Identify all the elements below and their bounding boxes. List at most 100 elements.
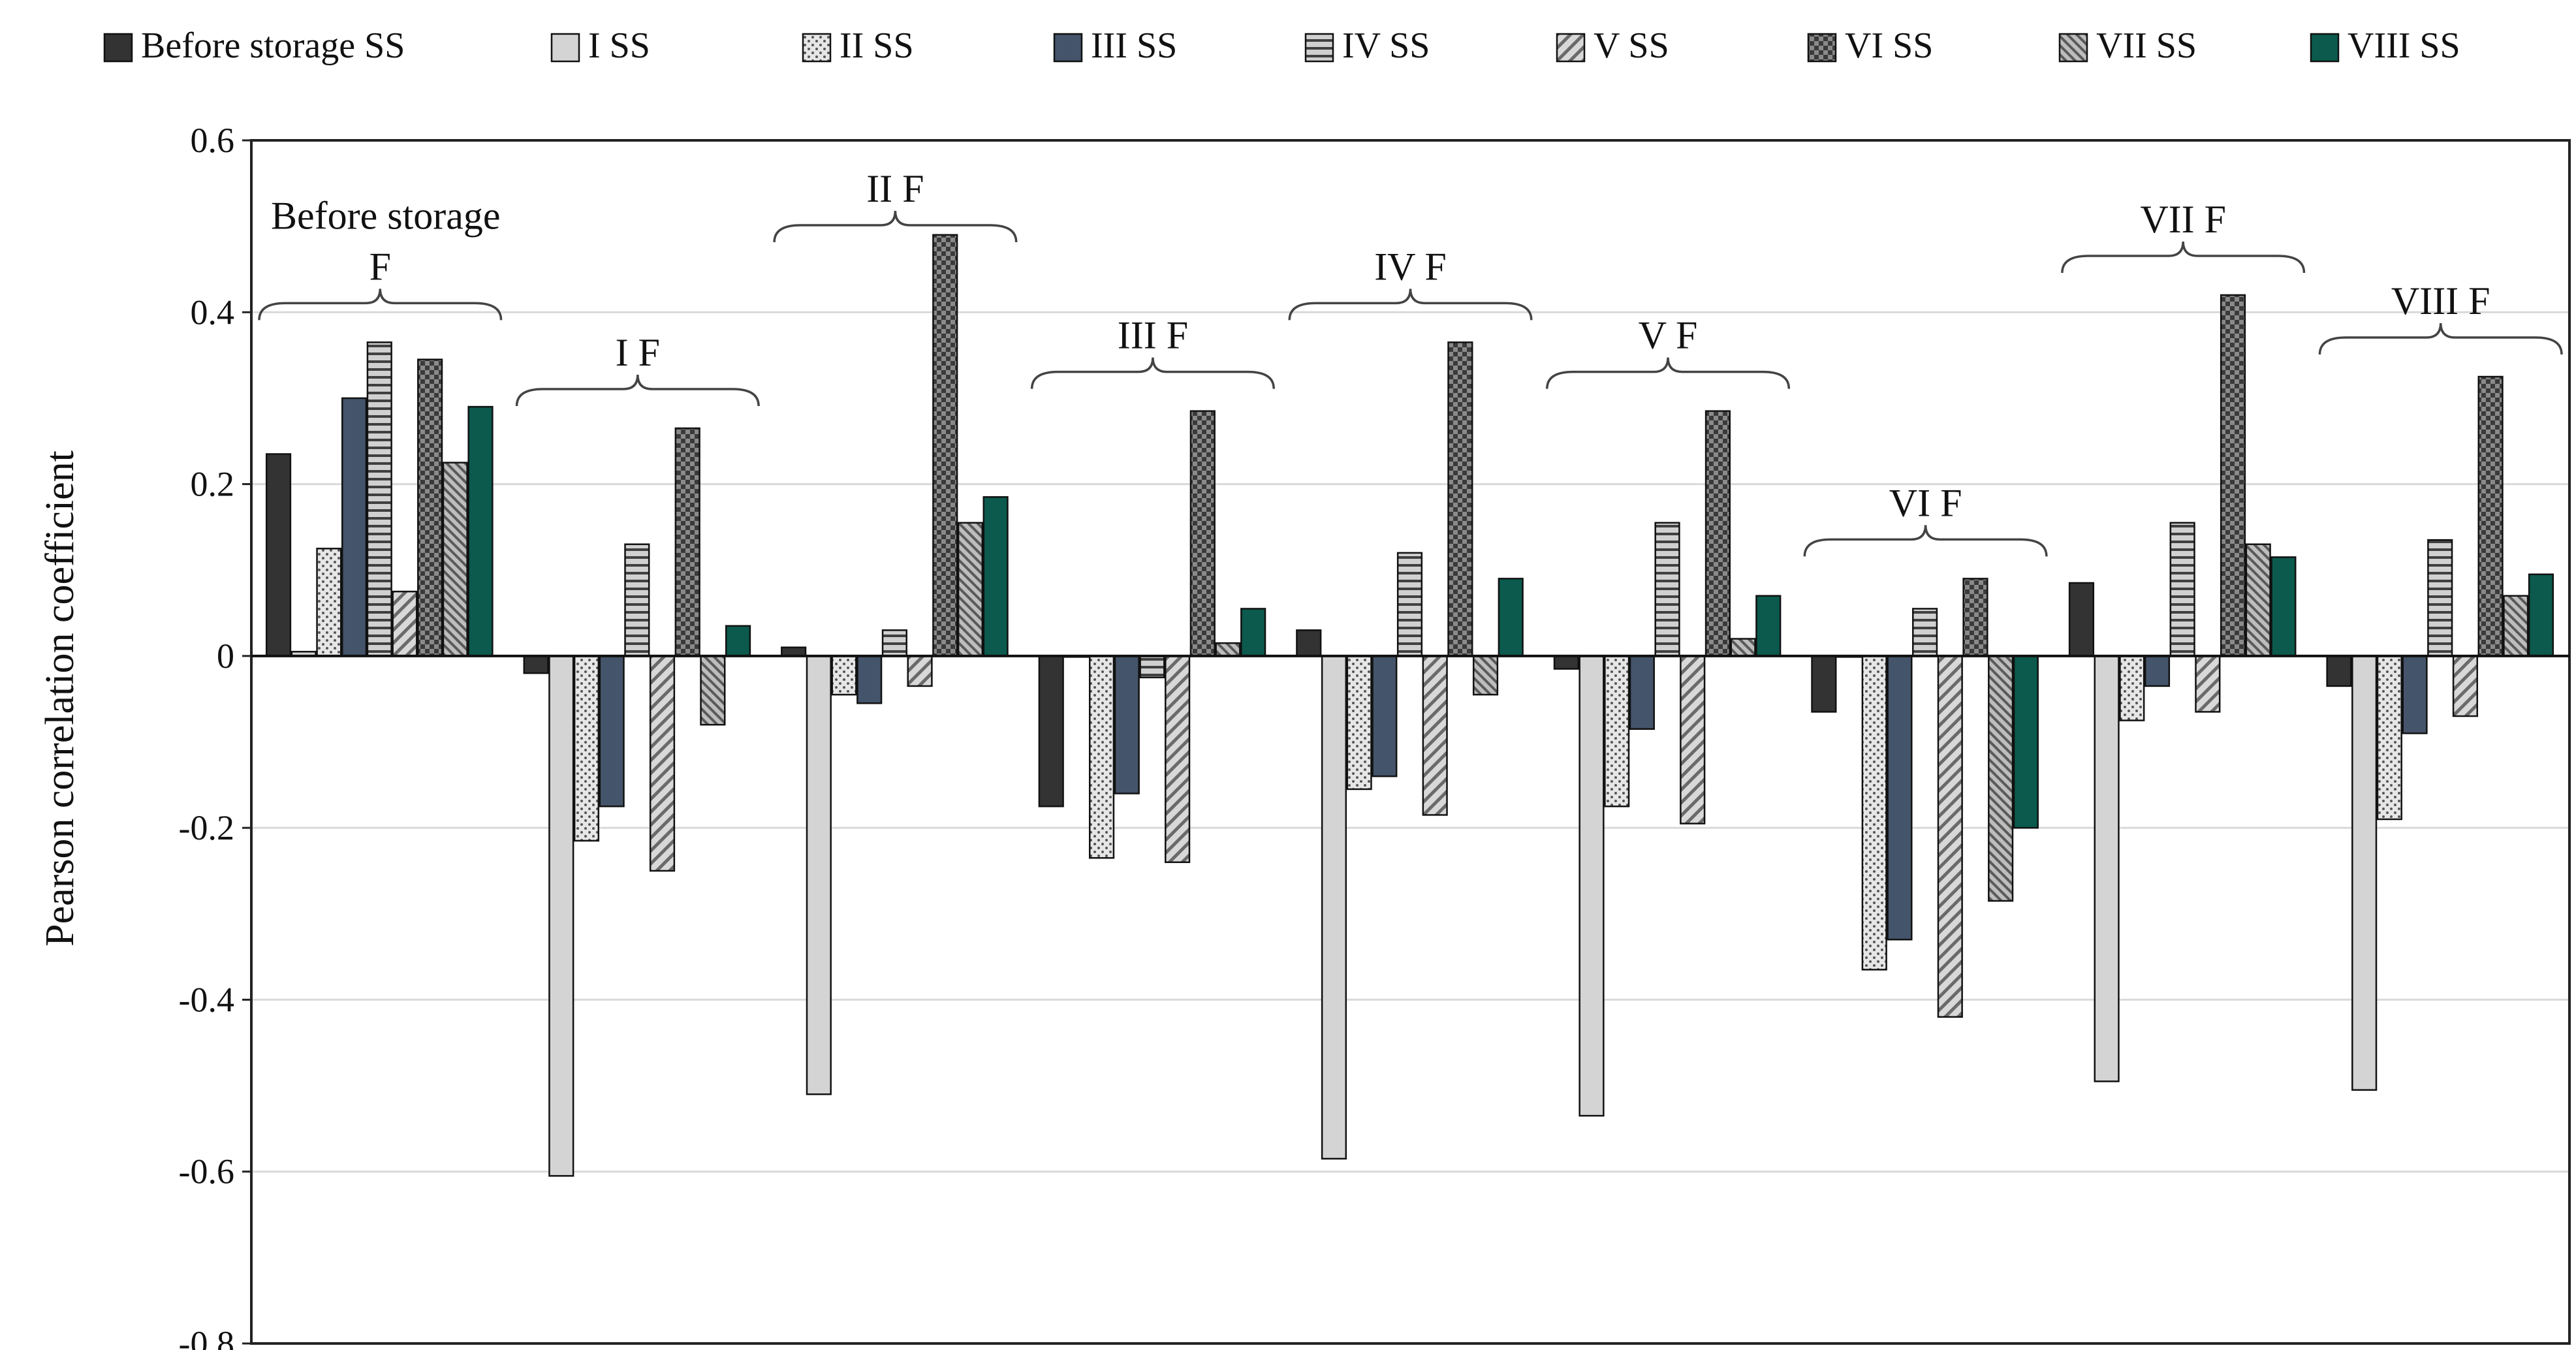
bar — [2427, 539, 2453, 657]
bar — [1579, 655, 1605, 1117]
bar — [1680, 655, 1706, 824]
bar — [1447, 341, 1473, 657]
plot-area — [250, 139, 2571, 1345]
y-tick-label: 0 — [217, 636, 234, 676]
bar — [831, 655, 857, 696]
bar — [341, 397, 368, 657]
legend-label: VII SS — [2096, 25, 2197, 66]
bar — [907, 655, 933, 687]
bar — [573, 655, 600, 842]
bar — [1472, 655, 1499, 696]
bar — [1215, 642, 1241, 657]
group-label: VI F — [1889, 481, 1962, 524]
bar — [1937, 655, 1963, 1018]
bar — [1321, 655, 1347, 1160]
bar — [1704, 410, 1731, 657]
bar — [2220, 294, 2246, 657]
bar — [1629, 655, 1655, 730]
y-tick-label: 0.2 — [191, 465, 235, 504]
bar — [2119, 655, 2145, 721]
bar — [417, 358, 443, 657]
group-label: F — [369, 245, 391, 288]
bar — [1553, 655, 1579, 670]
bar — [1114, 655, 1140, 794]
bar — [1988, 655, 2014, 902]
y-tick-label: 0.6 — [191, 121, 235, 160]
y-tick-label: -0.6 — [179, 1152, 234, 1191]
group-bracket — [1030, 357, 1275, 389]
group-label: V F — [1639, 314, 1698, 357]
legend-swatch — [1807, 33, 1837, 63]
bar — [1811, 655, 1837, 713]
bar — [2245, 543, 2271, 657]
group-bracket — [1546, 357, 1791, 389]
bar — [2528, 573, 2554, 657]
group-label: IV F — [1374, 245, 1447, 288]
bar — [957, 522, 984, 657]
bar — [316, 548, 342, 657]
bar — [1296, 629, 1322, 657]
bar — [1396, 552, 1423, 657]
bar — [548, 655, 574, 1177]
bar — [366, 341, 392, 657]
bar — [806, 655, 832, 1095]
group-label: Before storage — [271, 194, 501, 237]
legend-label: V SS — [1594, 25, 1669, 66]
bar — [1189, 410, 1216, 657]
bar — [1038, 655, 1064, 808]
bars — [265, 234, 2554, 1177]
legend-swatch — [1053, 33, 1083, 63]
bar — [856, 655, 883, 704]
bar — [2503, 595, 2529, 657]
y-tick-label: 0.4 — [191, 292, 235, 332]
legend-label: II SS — [840, 25, 914, 66]
group-bracket — [773, 210, 1018, 243]
legend-swatch — [550, 33, 580, 63]
bar — [2169, 522, 2195, 657]
bar — [700, 655, 726, 726]
bar — [265, 453, 292, 657]
bar — [2195, 655, 2221, 713]
bar — [2013, 655, 2039, 829]
y-tick-label: -0.2 — [179, 808, 234, 847]
group-bracket — [258, 289, 503, 321]
legend-label: III SS — [1091, 25, 1177, 66]
bar — [2477, 375, 2504, 657]
bar — [1088, 655, 1115, 859]
group-bracket — [2061, 241, 2306, 274]
bar — [2376, 655, 2402, 821]
y-tick-label: -0.4 — [179, 980, 234, 1019]
bar — [1962, 578, 1988, 657]
bar — [1755, 595, 1782, 657]
legend-label: IV SS — [1342, 25, 1430, 66]
bar — [1165, 655, 1191, 864]
bar — [2270, 556, 2297, 657]
bar — [1604, 655, 1630, 808]
bar — [2068, 582, 2095, 657]
legend-swatch — [2310, 33, 2340, 63]
legend-swatch — [802, 33, 832, 63]
group-label: III F — [1118, 314, 1188, 357]
group-brackets: Before storage F I F II F III F IV F V F VI F VI… — [258, 167, 2563, 557]
bar — [1139, 655, 1165, 679]
bar — [1422, 655, 1448, 816]
bar — [467, 405, 494, 657]
bar — [932, 234, 958, 657]
bar — [1498, 578, 1524, 657]
bar — [2144, 655, 2171, 687]
bar — [982, 496, 1009, 657]
bar — [2402, 655, 2428, 734]
legend-label: I SS — [588, 25, 650, 66]
group-label: VIII F — [2391, 279, 2490, 322]
group-bracket — [2318, 322, 2563, 355]
bar — [674, 427, 700, 657]
group-bracket — [515, 374, 760, 407]
legend-swatch — [1556, 33, 1586, 63]
y-axis-label: Pearson correlation coefficient — [38, 450, 82, 947]
y-axis-ticks: 0.6 0.4 0.2 0 -0.2 -0.4 -0.6 -0.8 — [179, 121, 251, 1350]
bar — [2351, 655, 2378, 1091]
bar — [1372, 655, 1398, 777]
bar — [1346, 655, 1372, 791]
bar — [649, 655, 676, 872]
